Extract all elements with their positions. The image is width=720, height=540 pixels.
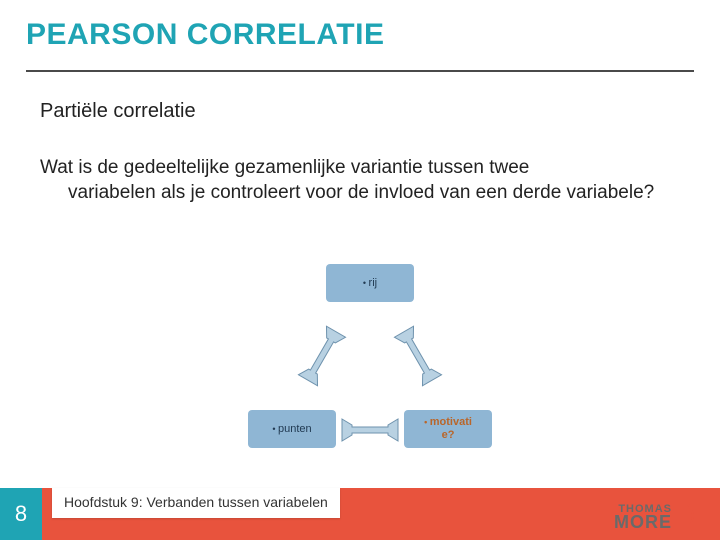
body-line1: Wat is de gedeeltelijke gezamenlijke var… (40, 157, 529, 178)
chapter-label: Hoofdstuk 9: Verbanden tussen variabelen (52, 488, 340, 518)
title-rule (26, 70, 694, 72)
brand-logo: THOMAS MORE (614, 502, 698, 530)
subtitle: Partiële correlatie (40, 100, 196, 123)
body-text: Wat is de gedeeltelijke gezamenlijke var… (40, 156, 660, 205)
node-left: • punten (248, 410, 336, 448)
node-top: • rij (326, 264, 414, 302)
node-top-label: • rij (363, 277, 377, 290)
node-right-label: • motivati e? (424, 416, 472, 441)
node-right: • motivati e? (404, 410, 492, 448)
brand-line2: MORE (614, 515, 672, 530)
node-left-label: • punten (272, 423, 311, 436)
cycle-diagram: • rij • motivati e? • punten (248, 264, 492, 462)
page-number: 8 (0, 488, 42, 540)
slide-title: PEARSON CORRELATIE (26, 18, 384, 52)
brand-mark-icon (676, 502, 698, 530)
body-line2: variabelen als je controleert voor de in… (40, 181, 660, 206)
